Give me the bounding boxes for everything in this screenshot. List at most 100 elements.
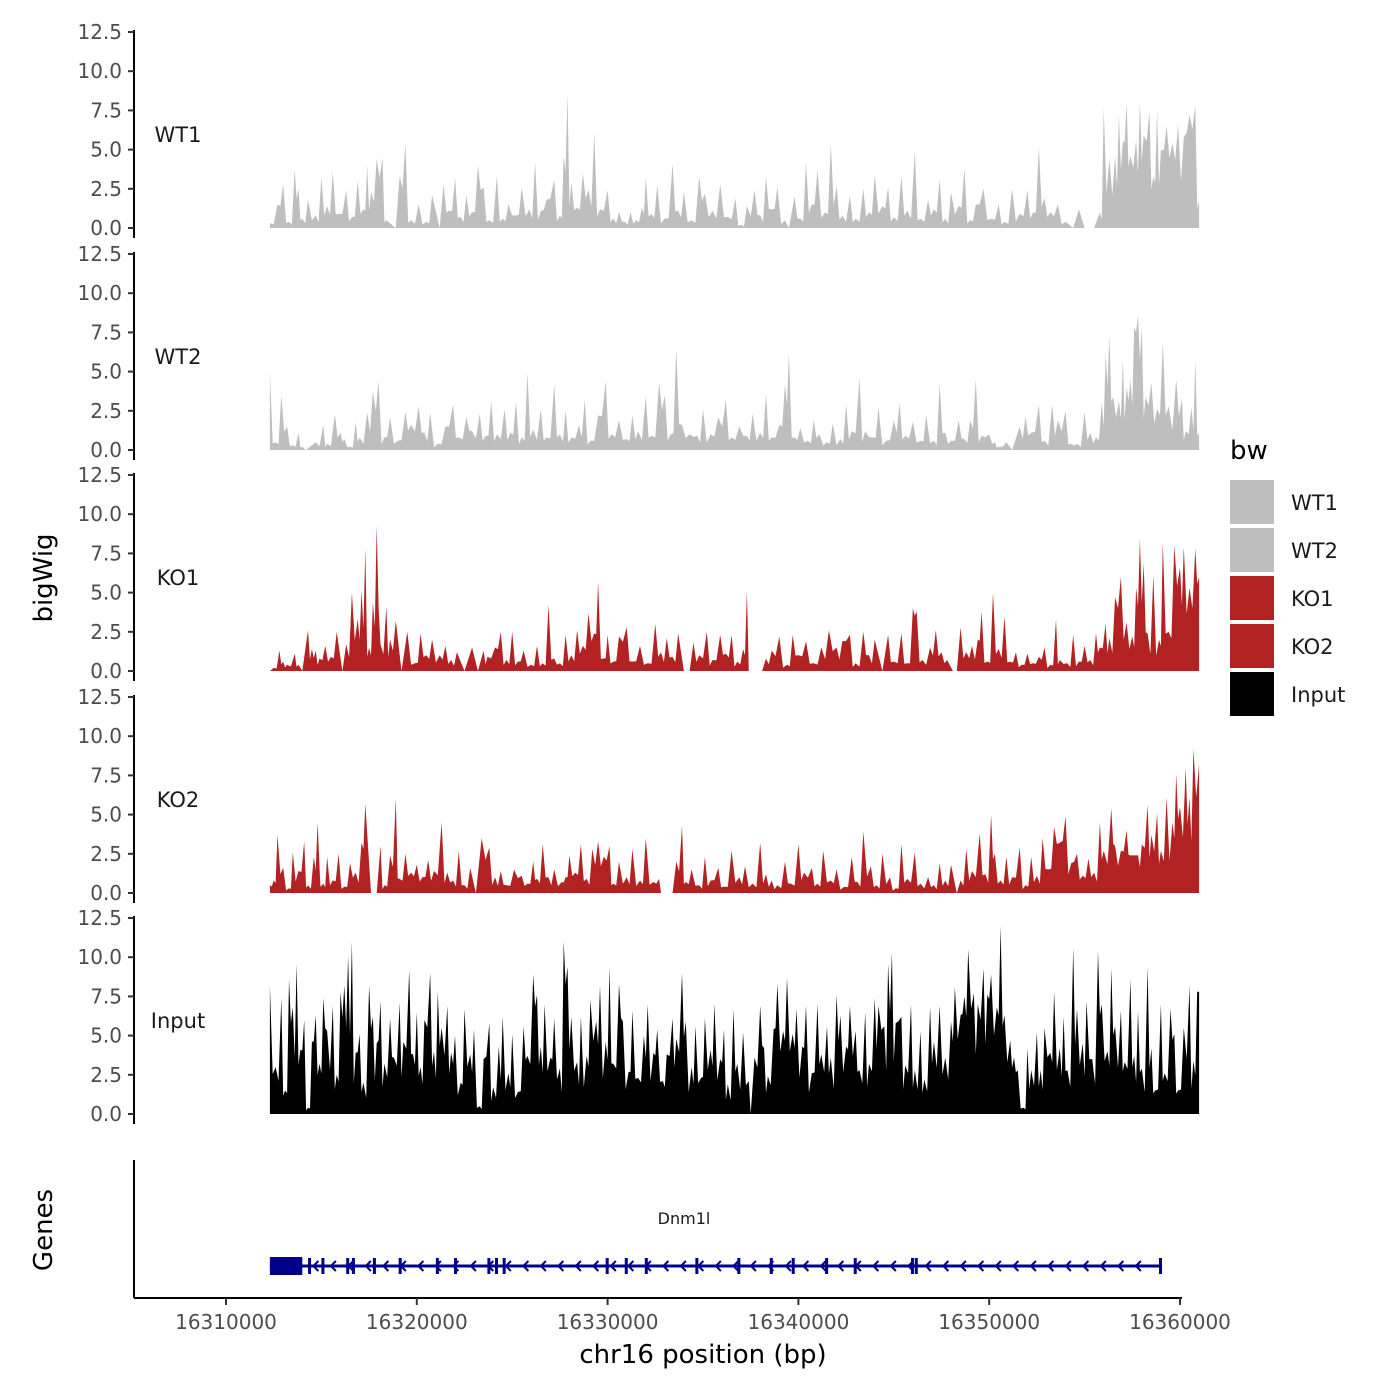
- track-wt1: 0.0 2.5 5.0 7.5 10.0 12.5 WT1: [77, 20, 1200, 240]
- strand-arrow: [416, 1260, 425, 1272]
- legend-key-ko2: [1230, 624, 1274, 668]
- gene-exon: [269, 1257, 303, 1275]
- gene-exon: [351, 1258, 355, 1274]
- track-label-wt1: WT1: [155, 123, 202, 147]
- gene-label: Dnm1l: [658, 1209, 711, 1228]
- y-tick-label: 10.0: [77, 945, 122, 969]
- y-tick-label: 5.0: [90, 581, 122, 605]
- y-tick-label: 7.5: [90, 984, 122, 1008]
- gene-exon: [502, 1258, 506, 1274]
- gene-exon: [624, 1258, 628, 1274]
- gene-exon: [495, 1258, 499, 1274]
- gene-exon: [644, 1258, 648, 1274]
- strand-arrow: [1116, 1260, 1125, 1272]
- strand-arrow: [626, 1260, 635, 1272]
- track-label-input: Input: [151, 1009, 205, 1033]
- y-tick-label: 0.0: [90, 216, 122, 240]
- strand-arrow: [959, 1260, 967, 1272]
- y-tick-label: 12.5: [77, 20, 122, 44]
- x-tick-label: 16310000: [175, 1310, 277, 1334]
- gene-exon: [454, 1258, 458, 1274]
- strand-arrow: [521, 1260, 530, 1272]
- gene-exon: [791, 1258, 795, 1274]
- track-wt2: 0.0 2.5 5.0 7.5 10.0 12.5 WT2: [77, 242, 1200, 462]
- strand-arrow: [364, 1260, 372, 1272]
- legend-label-wt2: WT2: [1291, 539, 1338, 563]
- signal-area-wt1: [269, 93, 1200, 228]
- y-tick-label: 2.5: [90, 842, 122, 866]
- gene-exon: [487, 1258, 491, 1274]
- gene-exon: [695, 1258, 699, 1274]
- y-tick-label: 10.0: [77, 281, 122, 305]
- signal-area-ko1: [269, 525, 1200, 671]
- strand-arrow: [311, 1260, 320, 1272]
- strand-arrow: [1046, 1260, 1055, 1272]
- gene-exon: [346, 1258, 350, 1274]
- gene-exon: [321, 1258, 325, 1274]
- y-axis-title: bigWig: [29, 533, 59, 622]
- y-tick-label: 0.0: [90, 438, 122, 462]
- x-tick-label: 16350000: [938, 1310, 1040, 1334]
- strand-arrow: [941, 1260, 950, 1272]
- x-tick-label: 16320000: [366, 1310, 468, 1334]
- strand-arrow: [609, 1260, 617, 1272]
- legend-label-ko2: KO2: [1291, 635, 1334, 659]
- strand-arrow: [1064, 1260, 1072, 1272]
- track-label-ko1: KO1: [157, 566, 200, 590]
- track-input: 0.0 2.5 5.0 7.5 10.0 12.5 Input: [77, 906, 1200, 1126]
- strand-arrow: [801, 1260, 810, 1272]
- y-tick-label: 12.5: [77, 463, 122, 487]
- track-label-wt2: WT2: [155, 345, 202, 369]
- legend-label-wt1: WT1: [1291, 491, 1338, 515]
- y-tick-label: 2.5: [90, 1063, 122, 1087]
- strand-arrow: [574, 1260, 582, 1272]
- strand-arrow: [714, 1260, 722, 1272]
- y-tick-label: 0.0: [90, 659, 122, 683]
- strand-arrow: [976, 1260, 985, 1272]
- strand-arrow: [784, 1260, 792, 1272]
- y-tick-label: 10.0: [77, 724, 122, 748]
- strand-arrow: [539, 1260, 547, 1272]
- y-tick-label: 7.5: [90, 763, 122, 787]
- track-ko1: 0.0 2.5 5.0 7.5 10.0 12.5 KO1: [77, 463, 1200, 683]
- gene-exon: [1159, 1258, 1163, 1274]
- x-axis: 16310000 16320000 16330000 16340000 16350000…: [134, 1297, 1231, 1334]
- legend-key-wt2: [1230, 528, 1274, 572]
- y-tick-label: 10.0: [77, 502, 122, 526]
- strand-arrow: [1134, 1260, 1142, 1272]
- strand-arrow: [696, 1260, 705, 1272]
- legend-key-input: [1230, 672, 1274, 716]
- gene-exon: [769, 1258, 773, 1274]
- y-tick-label: 5.0: [90, 803, 122, 827]
- strand-arrow: [819, 1260, 827, 1272]
- genes-panel: Dnm1l: [133, 1160, 1163, 1298]
- gene-exon: [914, 1258, 918, 1274]
- genes-axis-title: Genes: [29, 1189, 59, 1271]
- y-tick-label: 0.0: [90, 1102, 122, 1126]
- legend-label-input: Input: [1291, 683, 1345, 707]
- strand-arrow: [1081, 1260, 1090, 1272]
- y-tick-label: 5.0: [90, 138, 122, 162]
- strand-arrow: [1029, 1260, 1037, 1272]
- gene-exon: [605, 1258, 609, 1274]
- track-ko2: 0.0 2.5 5.0 7.5 10.0 12.5 KO2: [77, 685, 1200, 905]
- strand-arrow: [556, 1260, 565, 1272]
- y-tick-label: 7.5: [90, 541, 122, 565]
- strand-arrow: [661, 1260, 670, 1272]
- strand-arrow: [381, 1260, 390, 1272]
- strand-arrow: [994, 1260, 1002, 1272]
- y-tick-label: 5.0: [90, 1024, 122, 1048]
- legend-title: bw: [1230, 436, 1268, 466]
- y-tick-label: 12.5: [77, 685, 122, 709]
- y-tick-label: 2.5: [90, 620, 122, 644]
- strand-arrow: [679, 1260, 687, 1272]
- x-tick-label: 16340000: [748, 1310, 850, 1334]
- gene-exon: [398, 1258, 402, 1274]
- y-tick-label: 10.0: [77, 59, 122, 83]
- gene-exon: [825, 1258, 829, 1274]
- y-tick-label: 0.0: [90, 881, 122, 905]
- x-tick-label: 16360000: [1129, 1310, 1231, 1334]
- strand-arrow: [1099, 1260, 1107, 1272]
- legend-key-wt1: [1230, 480, 1274, 524]
